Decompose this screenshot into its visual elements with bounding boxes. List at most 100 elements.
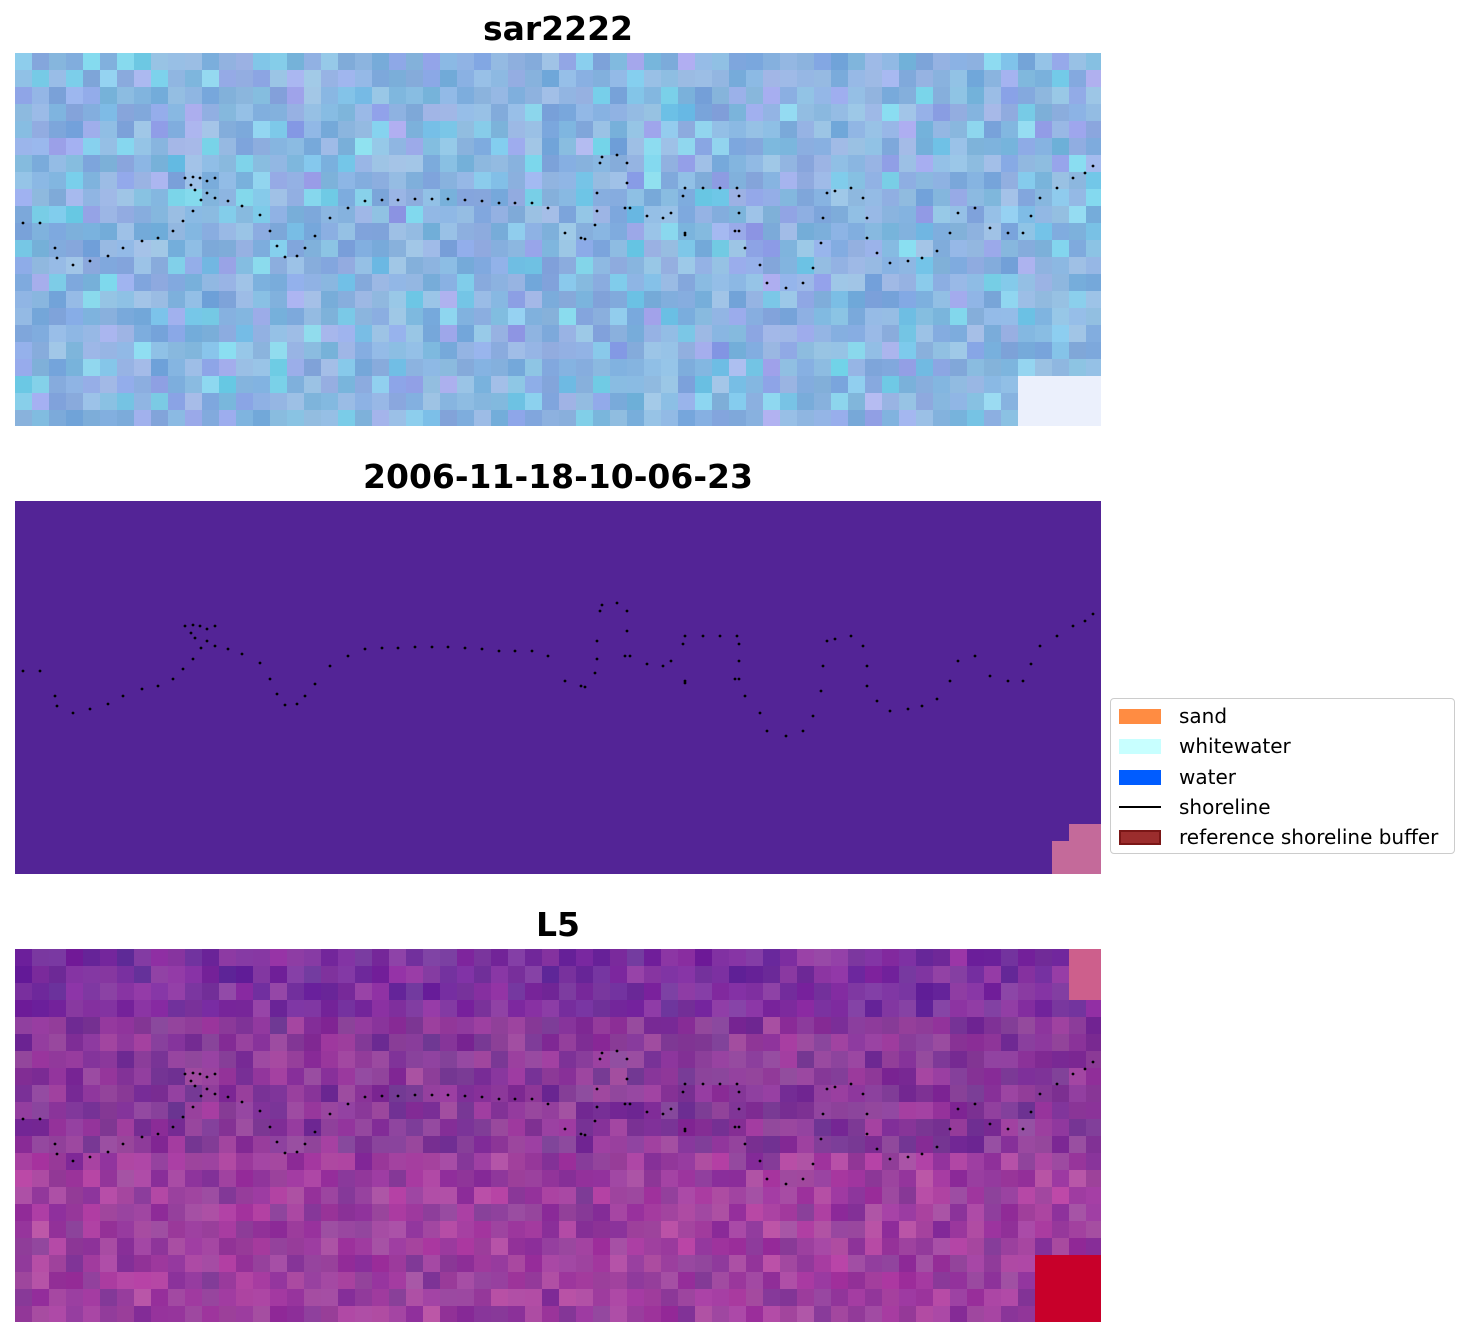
shoreline-point <box>198 624 202 628</box>
shoreline-point <box>865 1112 869 1116</box>
shoreline-point <box>743 1142 747 1146</box>
shoreline-point <box>784 1182 788 1186</box>
shoreline-point <box>988 226 992 230</box>
shoreline-point <box>71 263 75 267</box>
shoreline-point <box>801 1177 805 1181</box>
shoreline-point <box>463 198 467 202</box>
shoreline-point <box>191 1071 195 1075</box>
legend-item-sand: sand <box>1119 704 1228 728</box>
shoreline-point <box>213 624 217 628</box>
shoreline-point <box>1021 679 1025 683</box>
shoreline-point <box>683 679 687 683</box>
shoreline-point <box>833 189 837 193</box>
shoreline-point <box>743 246 747 250</box>
shoreline-point <box>623 206 627 210</box>
shoreline-point <box>396 1094 400 1098</box>
shoreline-point <box>88 259 92 263</box>
shoreline-point <box>563 1127 567 1131</box>
shoreline-point <box>106 702 110 706</box>
shoreline-point <box>737 1107 741 1111</box>
shoreline-point <box>198 1072 202 1076</box>
shoreline-point <box>988 674 992 678</box>
shoreline-point <box>735 186 739 190</box>
shoreline-point <box>55 256 59 260</box>
shoreline-point <box>1021 231 1025 235</box>
shoreline-point <box>595 191 599 195</box>
shoreline-point <box>600 155 604 159</box>
shoreline-point <box>446 645 450 649</box>
shoreline-point <box>718 1082 722 1086</box>
shoreline-point <box>463 1094 467 1098</box>
shoreline-point <box>191 657 195 661</box>
shoreline-point <box>948 231 952 235</box>
shoreline-point <box>268 229 272 233</box>
shoreline-point <box>849 186 853 190</box>
whitewater-swatch <box>1119 738 1161 754</box>
shoreline-point <box>888 1157 892 1161</box>
shoreline-point <box>193 636 197 640</box>
shoreline-point <box>784 286 788 290</box>
shoreline-point <box>758 1159 762 1163</box>
shoreline-point <box>669 659 673 663</box>
shoreline-point <box>1006 679 1010 683</box>
shoreline-point <box>849 634 853 638</box>
shoreline-point <box>1006 231 1010 235</box>
shoreline-point <box>593 1119 597 1123</box>
shoreline-point <box>213 1072 217 1076</box>
shoreline-point <box>625 161 629 165</box>
shoreline-point <box>583 1133 587 1137</box>
shoreline-point <box>743 694 747 698</box>
shoreline-point <box>283 703 287 707</box>
legend-item-whitewater: whitewater <box>1119 734 1291 758</box>
shoreline-point <box>735 634 739 638</box>
shoreline-point <box>191 1105 195 1109</box>
shoreline-point <box>121 694 125 698</box>
shoreline-point <box>861 644 865 648</box>
shoreline-point <box>825 191 829 195</box>
shoreline-point <box>413 197 417 201</box>
shoreline-point <box>1083 171 1087 175</box>
shoreline-point <box>683 1127 687 1131</box>
shoreline-point <box>625 1077 629 1081</box>
shoreline-point <box>55 1152 59 1156</box>
shoreline-point <box>140 687 144 691</box>
shoreline-point <box>313 1130 317 1134</box>
shoreline-point <box>948 1127 952 1131</box>
shoreline-point <box>181 219 185 223</box>
legend-label: shoreline <box>1179 795 1271 819</box>
shoreline-point <box>205 191 209 195</box>
shoreline-point <box>718 186 722 190</box>
shoreline-point <box>283 255 287 259</box>
l5-image-raster <box>15 949 1101 1322</box>
shoreline-point <box>191 209 195 213</box>
shoreline-point <box>313 682 317 686</box>
shoreline-point <box>758 711 762 715</box>
shoreline-point <box>701 1082 705 1086</box>
image-panel-classified <box>15 501 1101 874</box>
shoreline-point <box>328 664 332 668</box>
shoreline-point <box>701 186 705 190</box>
shoreline-point <box>973 1102 977 1106</box>
shoreline-point <box>106 254 110 258</box>
shoreline-point <box>681 642 685 646</box>
shoreline-point <box>226 199 230 203</box>
legend-item-reference-buffer: reference shoreline buffer <box>1119 825 1438 849</box>
shoreline-point <box>430 645 434 649</box>
shoreline-point <box>88 1155 92 1159</box>
legend-label: sand <box>1179 704 1228 728</box>
shoreline-point <box>55 704 59 708</box>
shoreline-point <box>865 664 869 668</box>
shoreline-point <box>258 1109 262 1113</box>
shoreline-point <box>600 1051 604 1055</box>
shoreline-point <box>628 206 632 210</box>
shoreline-point <box>825 639 829 643</box>
shoreline-point <box>21 669 25 673</box>
shoreline-point <box>935 697 939 701</box>
shoreline-swatch <box>1119 806 1161 808</box>
shoreline-point <box>121 246 125 250</box>
shoreline-point <box>213 176 217 180</box>
shoreline-point <box>199 198 203 202</box>
legend-label: whitewater <box>1179 734 1291 758</box>
shoreline-point <box>948 679 952 683</box>
shoreline-point <box>811 1162 815 1166</box>
